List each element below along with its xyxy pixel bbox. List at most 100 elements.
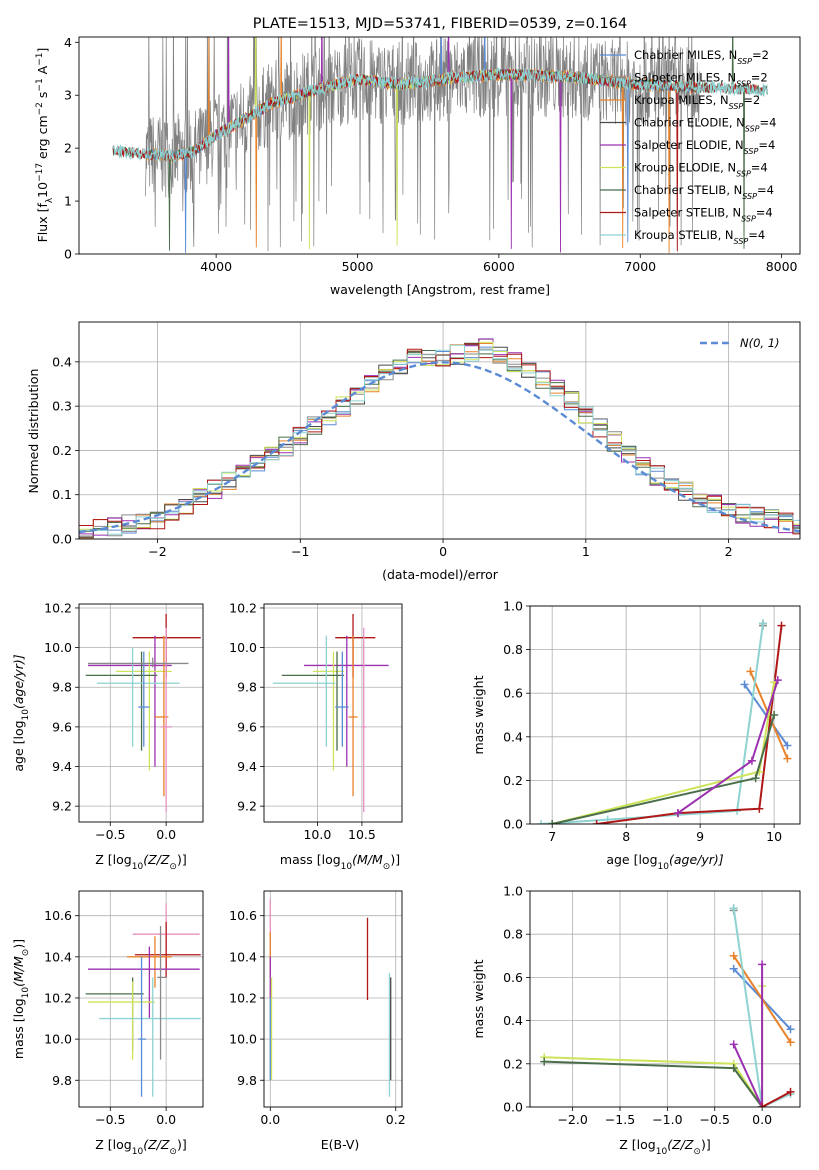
error-bar: [99, 977, 201, 1097]
weight-marker: [729, 904, 738, 913]
legend-label: Salpeter STELIB, NSSP=4: [634, 206, 773, 224]
legend: Chabrier MILES, NSSP=2 Salpeter MILES, NS…: [600, 48, 776, 246]
x-tick-label: 2: [725, 544, 733, 559]
x-tick-label: 1: [582, 544, 590, 559]
weight-line: [551, 682, 776, 824]
weight-line: [544, 1060, 763, 1107]
axes-frame: [78, 603, 204, 823]
weight-marker: [592, 820, 601, 824]
y-axis-label: mass [log10(M/M⊙)]: [11, 939, 31, 1059]
weight-marker: [783, 741, 792, 750]
y-tick-label: 0.4: [503, 1013, 523, 1028]
weight-marker: [786, 1038, 795, 1047]
weight-marker: [747, 756, 756, 765]
weight-marker: [786, 1087, 795, 1096]
y-tick-label: 0.8: [503, 642, 523, 657]
legend-label: Kroupa MILES, NSSP=2: [634, 93, 760, 111]
y-tick-label: 10.2: [229, 990, 257, 1005]
error-bar: [160, 627, 172, 813]
error-bar: [157, 925, 167, 1060]
x-tick-label: 9: [696, 829, 704, 844]
y-tick-label: 10.2: [229, 600, 257, 615]
histogram: [79, 344, 800, 535]
weight-marker: [548, 820, 557, 824]
weight-marker: [729, 1040, 738, 1049]
x-axis-label: age [log10(age/yr)]: [606, 852, 723, 872]
y-tick-label: 0.2: [503, 773, 523, 788]
x-tick-label: 7000: [624, 259, 656, 274]
y-axis-label: Normed distribution: [26, 369, 41, 494]
weight-marker: [740, 680, 749, 689]
y-tick-label: 0.0: [52, 532, 72, 547]
x-tick-label: −1.0: [652, 1112, 682, 1127]
x-tick-label: 8: [622, 829, 630, 844]
weight-marker: [770, 711, 779, 719]
plot-area: [540, 904, 795, 1107]
x-axis-label: E(B-V): [321, 1137, 360, 1152]
y-tick-label: 0.6: [503, 970, 523, 985]
spectrum-data: [145, 37, 700, 252]
y-tick-label: 3: [64, 88, 72, 103]
error-bar: [87, 635, 172, 767]
y-tick-label: 10.4: [229, 949, 257, 964]
x-tick-label: −2: [148, 544, 166, 559]
error-bar: [312, 651, 345, 771]
weight-marker: [729, 951, 738, 960]
error-bar: [134, 921, 201, 978]
weight-marker: [783, 754, 792, 763]
y-tick-label: 0.6: [503, 686, 523, 701]
y-tick-label: 9.8: [52, 680, 72, 695]
x-tick-label: 10: [766, 829, 782, 844]
x-tick-label: 0.0: [156, 827, 176, 842]
weight-marker: [673, 809, 682, 818]
weight-marker: [537, 820, 546, 824]
weight-marker: [540, 1057, 549, 1066]
chart-title: PLATE=1513, MJD=53741, FIBERID=0539, z=0…: [253, 16, 627, 32]
weight-marker: [759, 619, 768, 628]
error-bar: [85, 651, 158, 751]
panel-z-weight: −2.0 −1.5 −1.0 −0.5 0.0 0.0 0.2 0.4 0.6 0.8 1.0 Z […: [471, 884, 801, 1157]
x-tick-label: 6000: [483, 259, 515, 274]
error-bar: [85, 977, 144, 1050]
weight-line: [544, 986, 764, 1107]
x-axis-label: mass [log10(M/M⊙)]: [280, 852, 400, 872]
y-tick-label: 10.6: [44, 908, 72, 923]
x-tick-label: 7: [548, 829, 556, 844]
plot-area: [272, 613, 389, 813]
x-tick-label: 0.0: [752, 1112, 772, 1127]
y-tick-label: 0.0: [503, 817, 523, 832]
weight-marker: [786, 1025, 795, 1034]
axes-frame: [529, 890, 801, 1108]
error-bar: [87, 946, 200, 1019]
plot-area: [85, 613, 201, 813]
y-tick-label: 10.0: [44, 640, 72, 655]
panel-age-weight: 7 8 9 10 0.0 0.2 0.4 0.6 0.8 1.0 age [log10(age/yr…: [471, 599, 801, 872]
y-axis-label: age [log10(age/yr)]: [11, 654, 31, 771]
weight-marker: [758, 960, 767, 969]
histogram: [79, 341, 800, 530]
histogram: [79, 338, 800, 538]
legend: N(0, 1): [700, 336, 780, 350]
x-axis-label: Z [log10(Z/Z⊙)]: [95, 1137, 186, 1157]
x-tick-label: 10.5: [348, 827, 376, 842]
y-tick-label: 9.6: [52, 719, 72, 734]
axes-frame: [78, 321, 801, 540]
y-axis-label: mass weight: [471, 959, 486, 1038]
axes-frame: [78, 890, 204, 1108]
panel-mass-age: 10.0 10.5 9.2 9.4 9.6 9.8 10.0 10.2 mass [log10(…: [229, 600, 403, 872]
axes-frame: [263, 890, 403, 1108]
axes-frame: [263, 603, 403, 823]
legend-label: Chabrier ELODIE, NSSP=4: [634, 116, 776, 134]
y-tick-label: 0.2: [503, 1056, 523, 1071]
error-bar: [304, 635, 389, 767]
plot-area: [537, 619, 792, 824]
x-axis-label: Z [log10(Z/Z⊙)]: [619, 1137, 710, 1157]
error-bar: [348, 635, 358, 797]
error-bar: [96, 647, 180, 747]
y-tick-label: 10.4: [44, 949, 72, 964]
y-tick-label: 9.8: [52, 1073, 72, 1088]
weight-marker: [746, 667, 755, 676]
x-tick-label: −1.5: [605, 1112, 635, 1127]
legend-label: Kroupa ELODIE, NSSP=4: [634, 161, 768, 179]
